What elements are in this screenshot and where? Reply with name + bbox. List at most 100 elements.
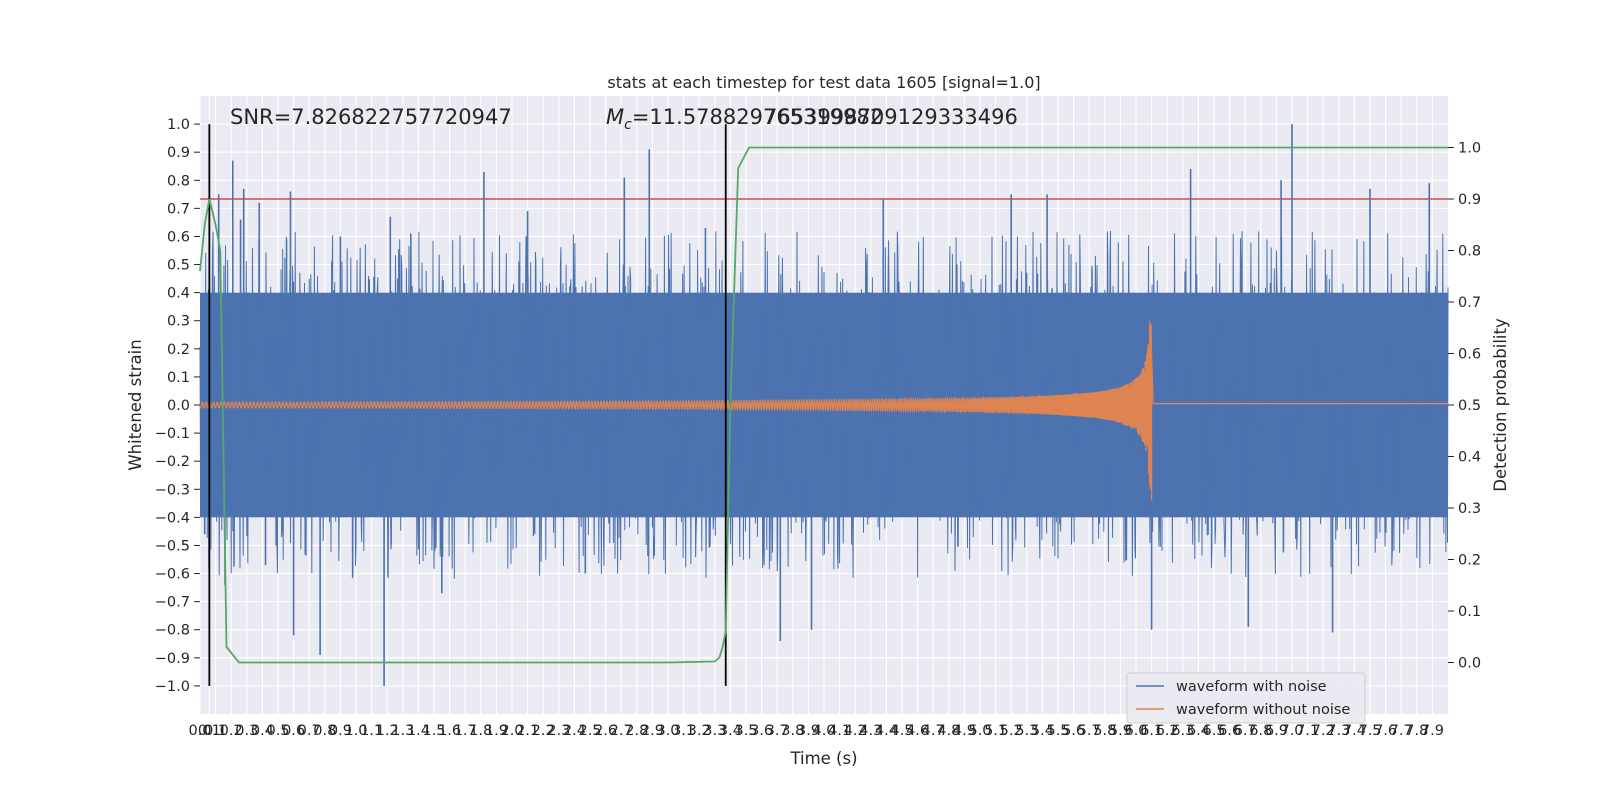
x-tick-label: 0.6 (282, 723, 305, 739)
chart-title: stats at each timestep for test data 160… (607, 73, 1040, 92)
x-tick-label: 2.3 (547, 723, 570, 739)
x-tick-label: 3.4 (719, 723, 742, 739)
y-tick-label: −0.6 (155, 567, 190, 583)
x-tick-label: 1.2 (376, 723, 399, 739)
x-tick-label: 2.4 (563, 723, 586, 739)
x-tick-label: 6.7 (1234, 723, 1257, 739)
chirp-trace (199, 320, 1448, 501)
y-tick-label: −0.3 (155, 482, 190, 498)
x-tick-label: 3.7 (766, 723, 789, 739)
y-right-tick-label: 0.3 (1458, 501, 1481, 517)
x-tick-label: 3.1 (672, 723, 695, 739)
x-tick-label: 4.2 (844, 723, 867, 739)
y-right-tick-label: 1.0 (1458, 141, 1481, 157)
x-tick-label: 0.0 (188, 723, 211, 739)
legend-label-noise: waveform with noise (1176, 679, 1327, 695)
x-tick-label: 6.1 (1140, 723, 1163, 739)
legend: waveform with noise waveform without noi… (1126, 672, 1366, 724)
x-tick-label: 0.1 (198, 723, 221, 739)
y-axis-left-ticks: 1.0 0.9 0.8 0.7 0.6 0.5 0.4 0.3 0.2 0.1 0.0 −0.1 −0.… (155, 117, 200, 695)
legend-box (1126, 672, 1366, 724)
x-tick-label: 5.9 (1109, 723, 1132, 739)
x-tick-label: 6.6 (1218, 723, 1241, 739)
x-tick-label: 7.7 (1390, 723, 1413, 739)
y-axis-left-label: Whitened strain (126, 339, 145, 470)
y-tick-label: 0.6 (167, 229, 190, 245)
x-tick-label: 4.1 (828, 723, 851, 739)
x-tick-label: 6.2 (1156, 723, 1179, 739)
y-right-tick-label: 0.8 (1458, 244, 1481, 260)
x-tick-label: 2.7 (610, 723, 633, 739)
chirp-mass-value: =11.578829765319982 (632, 105, 883, 129)
x-tick-label: 5.2 (1000, 723, 1023, 739)
x-tick-label: 4.9 (953, 723, 976, 739)
y-right-tick-label: 0.9 (1458, 192, 1481, 208)
x-tick-label: 4.5 (890, 723, 913, 739)
x-tick-label: 0.5 (266, 723, 289, 739)
y-right-tick-label: 0.0 (1458, 656, 1481, 672)
y-tick-label: −0.5 (155, 538, 190, 554)
y-right-tick-label: 0.4 (1458, 450, 1481, 466)
x-tick-label: 2.2 (532, 723, 555, 739)
x-tick-label: 4.0 (812, 723, 835, 739)
y-right-tick-label: 0.1 (1458, 604, 1481, 620)
y-tick-label: 0.4 (167, 286, 190, 302)
legend-label-clean: waveform without noise (1176, 702, 1350, 718)
x-tick-label: 7.2 (1312, 723, 1335, 739)
x-tick-label: 0.4 (251, 723, 274, 739)
series-waveform-without-noise (199, 320, 1448, 501)
x-tick-label: 6.3 (1171, 723, 1194, 739)
y-axis-right-label: Detection probability (1491, 318, 1510, 492)
x-tick-label: 5.7 (1078, 723, 1101, 739)
x-tick-label: 2.5 (578, 723, 601, 739)
x-tick-label: 2.8 (625, 723, 648, 739)
x-tick-label: 2.6 (594, 723, 617, 739)
y-right-tick-label: 0.7 (1458, 295, 1481, 311)
x-tick-label: 1.8 (469, 723, 492, 739)
snr-annotation: SNR=7.826822757720947 (230, 105, 512, 129)
y-tick-label: 0.0 (167, 398, 190, 414)
x-tick-label: 1.6 (438, 723, 461, 739)
x-tick-label: 3.2 (688, 723, 711, 739)
x-tick-label: 6.5 (1202, 723, 1225, 739)
x-tick-label: 2.1 (516, 723, 539, 739)
y-tick-label: 0.5 (167, 258, 190, 274)
x-tick-label: 0.9 (329, 723, 352, 739)
probability-trace (199, 146, 1448, 664)
x-tick-label: 7.8 (1405, 723, 1428, 739)
x-tick-label: 1.9 (485, 723, 508, 739)
x-tick-label: 1.7 (454, 723, 477, 739)
chirp-mass-symbol: M (606, 105, 624, 129)
x-tick-label: 0.1 (204, 723, 227, 739)
x-tick-label: 7.6 (1374, 723, 1397, 739)
y-right-tick-label: 0.5 (1458, 398, 1481, 414)
x-tick-label: 7.0 (1280, 723, 1303, 739)
x-tick-label: 6.4 (1187, 723, 1210, 739)
x-tick-label: 7.4 (1343, 723, 1366, 739)
x-tick-label: 5.1 (984, 723, 1007, 739)
y-axis-right-ticks: 1.0 0.9 0.8 0.7 0.6 0.5 0.4 0.3 0.2 0.1 0.0 (1448, 141, 1481, 672)
chirp-mass-annotation: Mc=11.578829765319982 (606, 105, 883, 133)
x-tick-label: 4.8 (937, 723, 960, 739)
x-tick-label: 0.8 (313, 723, 336, 739)
series-detection-probability (199, 146, 1448, 664)
x-axis-ticks: 0.00.10.10.20.30.40.50.60.70.80.91.01.11… (188, 723, 1443, 739)
x-tick-label: 5.0 (968, 723, 991, 739)
chirp-mass-subscript: c (624, 117, 632, 133)
y-tick-label: 0.1 (167, 370, 190, 386)
x-tick-label: 5.5 (1046, 723, 1069, 739)
x-tick-label: 4.6 (906, 723, 929, 739)
x-tick-label: 3.0 (656, 723, 679, 739)
x-tick-label: 2.0 (500, 723, 523, 739)
x-tick-label: 5.4 (1031, 723, 1054, 739)
x-tick-label: 0.3 (235, 723, 258, 739)
x-tick-label: 3.8 (781, 723, 804, 739)
x-tick-label: 1.1 (360, 723, 383, 739)
x-tick-label: 3.3 (703, 723, 726, 739)
y-tick-label: −0.2 (155, 454, 190, 470)
x-tick-label: 1.3 (391, 723, 414, 739)
x-tick-label: 3.6 (750, 723, 773, 739)
x-tick-label: 4.4 (875, 723, 898, 739)
x-tick-label: 6.8 (1249, 723, 1272, 739)
